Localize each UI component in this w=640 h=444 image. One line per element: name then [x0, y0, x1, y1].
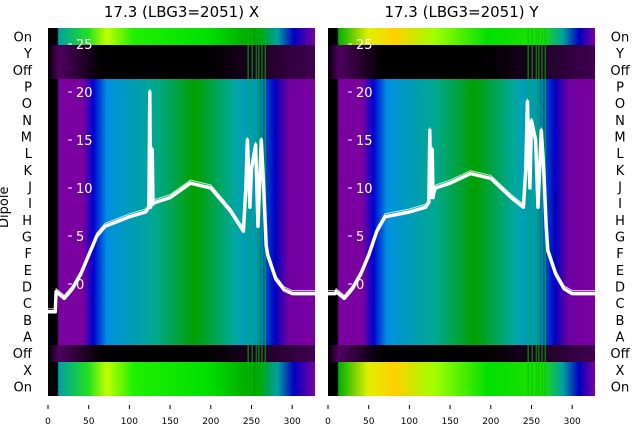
row-label: J	[27, 181, 32, 196]
row-label: Off	[610, 347, 630, 362]
row-label: Y	[23, 47, 32, 62]
row-label: B	[23, 314, 32, 329]
panel-title: 17.3 (LBG3=2051) Y	[384, 3, 539, 21]
x-tick-label: 300	[284, 417, 301, 427]
row-label: M	[614, 131, 625, 146]
row-label: L	[616, 147, 624, 162]
heat-band-on-bottom	[48, 362, 315, 396]
row-label: L	[25, 147, 33, 162]
x-tick-label: 200	[202, 417, 219, 427]
x-tick-label: 50	[363, 417, 375, 427]
heat-stripe	[251, 28, 254, 396]
row-label: E	[616, 264, 624, 279]
heat-stripe	[527, 28, 529, 396]
row-label: K	[23, 164, 32, 179]
row-label: Off	[610, 64, 630, 79]
heat-stripe	[541, 28, 543, 396]
overlay-y-tick-label: 10	[356, 182, 373, 197]
overlay-y-tick-label: 10	[76, 182, 93, 197]
row-label: Off	[13, 347, 33, 362]
x-tick-label: 300	[564, 417, 581, 427]
heat-stripe	[538, 28, 540, 396]
row-label: F	[616, 247, 623, 262]
heat-band-off-top	[328, 45, 595, 79]
overlay-y-tick-label: 25	[76, 38, 93, 53]
heat-stripe	[531, 28, 534, 396]
overlay-y-tick-label: 20	[356, 86, 373, 101]
row-label: C	[23, 297, 32, 312]
row-label: On	[14, 381, 32, 396]
row-label: K	[616, 164, 625, 179]
x-tick-label: 100	[121, 417, 138, 427]
row-label: J	[617, 181, 622, 196]
overlay-line-secondary	[48, 88, 315, 310]
heat-band-on-bottom	[328, 362, 595, 396]
row-label: P	[616, 81, 624, 96]
heat-stripe	[535, 28, 538, 396]
row-label: X	[616, 364, 625, 379]
heat-band-main	[328, 79, 595, 345]
row-label: F	[25, 247, 32, 262]
overlay-y-tick-label: 5	[76, 230, 84, 245]
overlay-line-secondary	[328, 98, 595, 297]
x-tick-label: 50	[83, 417, 95, 427]
x-tick-label: 250	[523, 417, 540, 427]
x-tick-label: 200	[482, 417, 499, 427]
x-tick-label: 150	[162, 417, 179, 427]
row-label: E	[24, 264, 32, 279]
row-label: A	[616, 331, 625, 346]
heat-stripe	[247, 28, 249, 396]
row-label: D	[615, 281, 625, 296]
row-label: O	[615, 97, 625, 112]
overlay-y-tick-label-right: 0	[317, 278, 325, 293]
x-tick-label: 250	[243, 417, 260, 427]
row-label: N	[615, 114, 625, 129]
row-label: On	[611, 31, 629, 46]
row-label: Y	[615, 47, 624, 62]
x-tick-label: 0	[45, 417, 51, 427]
overlay-y-tick-label: 25	[356, 38, 373, 53]
heat-band-main	[48, 79, 315, 345]
row-label: M	[21, 131, 32, 146]
row-label: D	[22, 281, 32, 296]
overlay-y-tick-label: 15	[76, 134, 93, 149]
row-label: I	[28, 197, 32, 212]
x-tick-label: 100	[401, 417, 418, 427]
overlay-y-tick-label: 5	[356, 230, 364, 245]
heat-band-off-bottom	[48, 345, 315, 362]
panel-x: 17.3 (LBG3=2051) XOnYOffPONMLKJIHGFEDCBA…	[13, 3, 334, 427]
row-label: H	[22, 214, 32, 229]
row-label: P	[24, 81, 32, 96]
overlay-y-tick-label: 0	[76, 278, 84, 293]
row-label: B	[616, 314, 625, 329]
overlay-y-tick-label: 20	[76, 86, 93, 101]
heat-stripe	[261, 28, 263, 396]
panel-title: 17.3 (LBG3=2051) X	[104, 3, 259, 21]
overlay-y-tick-label-right: 5	[317, 230, 325, 245]
overlay-y-tick-label: 15	[356, 134, 373, 149]
row-label: A	[23, 331, 32, 346]
row-label: C	[615, 297, 624, 312]
row-label: On	[611, 381, 629, 396]
row-label: O	[22, 97, 32, 112]
row-label: N	[22, 114, 32, 129]
row-label: X	[23, 364, 32, 379]
y-axis-label: Dipole	[0, 187, 12, 228]
row-label: G	[22, 231, 32, 246]
row-label: H	[615, 214, 625, 229]
row-label: I	[618, 197, 622, 212]
heat-band-off-top	[48, 45, 315, 79]
row-label: Off	[13, 64, 33, 79]
x-tick-label: 150	[442, 417, 459, 427]
row-label: On	[14, 31, 32, 46]
panel-y: 17.3 (LBG3=2051) YOnYOffPONMLKJIHGFEDCBA…	[325, 3, 630, 427]
heat-band-off-bottom	[328, 345, 595, 362]
overlay-y-tick-label: 0	[356, 278, 364, 293]
x-tick-label: 0	[325, 417, 331, 427]
row-label: G	[615, 231, 625, 246]
